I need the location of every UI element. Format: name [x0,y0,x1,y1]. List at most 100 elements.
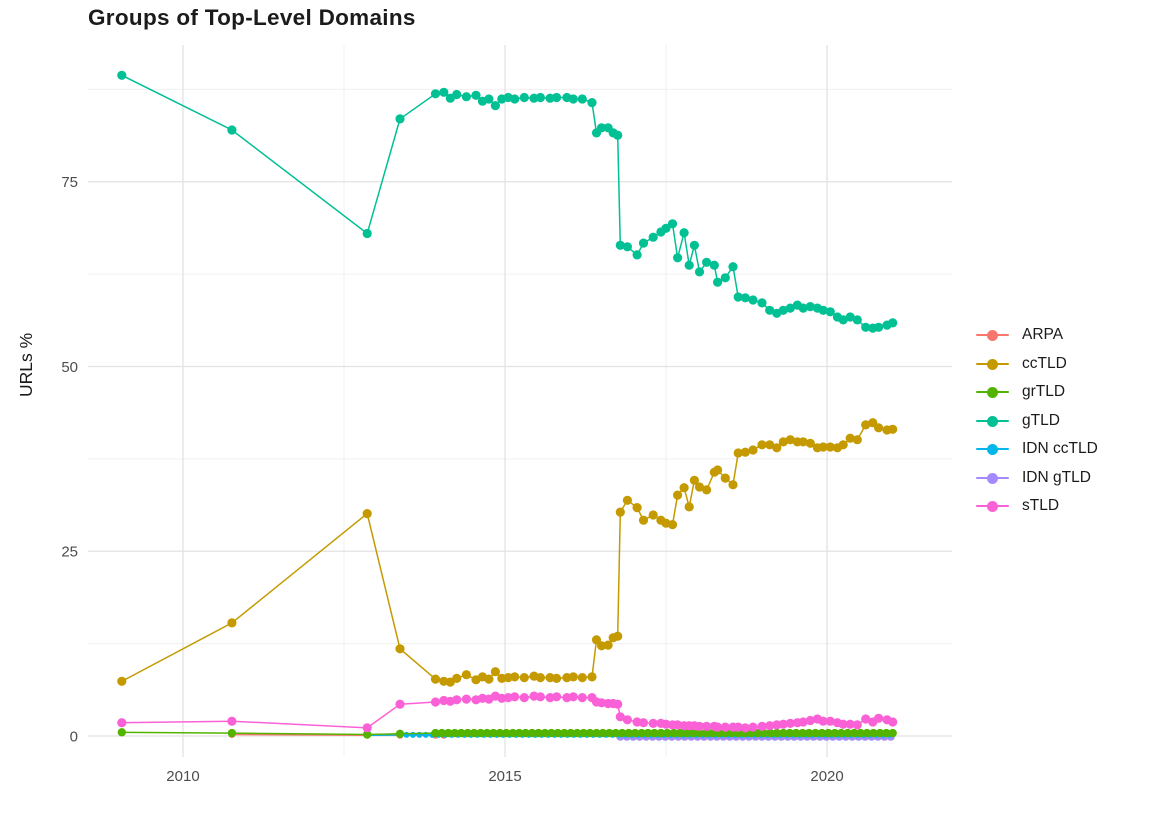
legend-label: grTLD [1022,383,1066,401]
series-point-grTLD [708,728,717,738]
series-point-gTLD [702,257,712,267]
series-point-sTLD [713,722,723,732]
legend-label: IDN gTLD [1022,468,1091,486]
series-point-sTLD [510,692,520,702]
series-point-grTLD [624,728,633,738]
series-point-sTLD [552,692,562,702]
series-point-gTLD [825,307,835,317]
series-point-gTLD [733,292,743,302]
series-point-sTLD [577,693,587,703]
series-point-grTLD [534,728,543,738]
series-point-grTLD [502,728,511,738]
series-point-ccTLD [694,482,705,492]
series-point-ccTLD [852,435,862,445]
y-tick-label: 50 [61,359,78,376]
series-point-gTLD [720,273,730,283]
series-point-sTLD [395,699,405,709]
series-point-sTLD [720,722,730,732]
series-point-grTLD [772,728,781,738]
legend-key-icon [976,386,1009,399]
series-point-ccTLD [757,440,767,450]
series-point-grTLD [688,728,698,738]
series-point-sTLD [622,715,633,725]
x-tick-label: 2020 [810,768,843,785]
series-point-grTLD [605,728,614,738]
series-point-gTLD [689,240,700,250]
series-point-gTLD [597,123,607,133]
series-point-grTLD [363,730,372,739]
legend-key-dot-icon [987,330,998,342]
series-point-grTLD [779,728,788,738]
series-point-ccTLD [805,438,815,448]
series-point-ccTLD [679,483,689,493]
series-point-grTLD [540,728,550,738]
chart-title: Groups of Top-Level Domains [88,5,416,30]
series-point-grTLD [830,728,839,738]
series-point-gTLD [713,277,723,287]
series-point-sTLD [818,716,828,726]
series-point-grTLD [682,728,691,738]
series-point-grTLD [395,729,405,738]
series-point-grTLD [547,728,556,738]
series-point-gTLD [117,70,127,80]
series-point-ccTLD [838,440,848,450]
series-point-grTLD [450,728,459,738]
series-point-ccTLD [728,480,738,490]
series-point-grTLD [560,728,569,738]
series-point-sTLD [845,719,855,729]
series-point-grTLD [849,728,859,738]
series-point-sTLD [798,717,808,727]
x-tick-label: 2015 [488,768,521,785]
series-point-sTLD [694,721,705,732]
series-point-gTLD [673,253,683,263]
series-point-grTLD [566,728,575,738]
series-point-grTLD [469,728,479,738]
series-point-ccTLD [740,447,750,457]
series-point-gTLD [395,114,405,124]
series-point-ccTLD [648,510,658,520]
series-point-ccTLD [577,673,587,683]
series-point-ccTLD [702,485,712,495]
series-point-sTLD [838,719,848,729]
series-point-sTLD [852,720,862,730]
series-point-sTLD [805,715,815,726]
series-point-grTLD [637,728,646,738]
series-point-grTLD [766,728,775,738]
series-point-grTLD [611,728,620,738]
series-point-ccTLD [888,424,898,434]
series-point-gTLD [888,318,898,328]
series-point-grTLD [811,728,820,738]
series-point-gTLD [861,322,871,332]
series-point-grTLD [656,728,666,738]
legend-label: IDN ccTLD [1022,440,1098,458]
series-point-grTLD [553,728,562,738]
series-point-grTLD [515,728,524,738]
series-point-gTLD [552,92,562,103]
series-point-gTLD [648,232,658,242]
series-point-grTLD [585,728,595,738]
legend-item-ccTLD: ccTLD [976,350,1098,379]
series-point-grTLD [457,728,466,738]
series-point-grTLD [476,728,485,738]
series-point-gTLD [661,223,671,233]
series-point-grTLD [837,728,846,738]
series-point-gTLD [748,295,758,305]
legend-item-gTLD: gTLD [976,407,1098,436]
series-point-ccTLD [765,440,775,450]
series-point-grTLD [650,728,659,738]
y-tick-label: 25 [61,544,78,561]
series-point-grTLD [444,728,453,738]
series-point-grTLD [573,728,582,738]
series-point-ccTLD [632,503,642,513]
series-point-ccTLD [673,490,683,500]
legend: ARPA ccTLD grTLD gTLD IDN ccTLD IDN gTLD sTLD [976,321,1098,521]
series-point-grTLD [579,728,588,738]
legend-key-icon [976,329,1009,342]
legend-key-dot-icon [987,472,998,484]
series-point-gTLD [798,303,808,313]
series-point-grTLD [663,728,672,738]
series-point-grTLD [785,728,794,738]
series-point-grTLD [437,728,447,738]
series-point-grTLD [843,728,852,738]
series-point-gTLD [519,92,529,103]
